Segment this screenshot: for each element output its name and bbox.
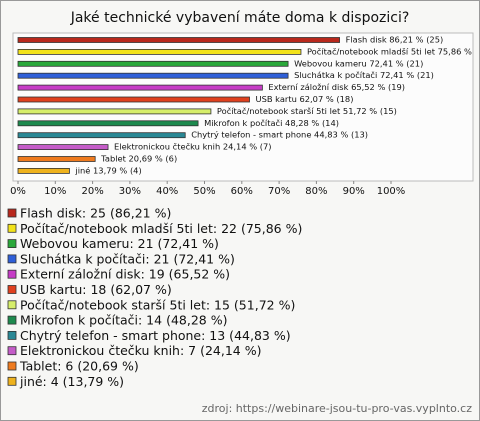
data-label: Elektronickou čtečku knih 24,14 % (7) <box>114 142 271 152</box>
data-label: Tablet 20,69 % (6) <box>100 154 177 164</box>
legend-label: Tablet: 6 (20,69 %) <box>19 359 139 374</box>
bar <box>17 132 186 139</box>
bar <box>17 84 263 91</box>
data-label: Mikrofon k počítači 48,28 % (14) <box>204 118 339 128</box>
legend-swatch <box>7 239 17 249</box>
legend-label: USB kartu: 18 (62,07 %) <box>20 282 172 297</box>
bar <box>17 49 302 55</box>
bar <box>17 167 70 174</box>
x-tick-label: 10% <box>44 186 66 197</box>
data-label: USB kartu 62,07 % (18) <box>256 94 354 104</box>
legend-label: Chytrý telefon - smart phone: 13 (44,83 … <box>20 328 291 343</box>
legend-swatch <box>7 254 17 264</box>
chart-title: Jaké technické vybavení máte doma k disp… <box>70 10 410 26</box>
legend-label: Flash disk: 25 (86,21 %) <box>20 206 171 221</box>
x-tick-label: 80% <box>305 186 327 197</box>
x-tick-label: 20% <box>81 186 103 197</box>
bar <box>17 60 289 67</box>
data-label: Sluchátka k počítači 72,41 % (21) <box>294 70 434 80</box>
legend-label: Mikrofon k počítači: 14 (48,28 %) <box>20 313 227 328</box>
data-label: Počítač/notebook mladší 5ti let 75,86 % … <box>307 46 480 56</box>
x-tick-label: 30% <box>119 186 141 197</box>
bars: Flash disk 86,21 % (25)Počítač/notebook … <box>17 35 480 175</box>
bar <box>17 120 199 127</box>
data-label: Externí záložní disk 65,52 % (19) <box>268 82 405 92</box>
data-label: Webovou kameru 72,41 % (21) <box>294 58 423 68</box>
legend-swatch <box>7 285 17 294</box>
data-label: Chytrý telefon - smart phone 44,83 % (13… <box>191 130 368 140</box>
legend-label: Sluchátka k počítači: 21 (72,41 %) <box>20 251 235 266</box>
data-label: jiné 13,79 % (4) <box>74 165 141 175</box>
x-tick-label: 70% <box>268 186 290 197</box>
legend-label: Externí záložní disk: 19 (65,52 %) <box>20 267 230 282</box>
bar <box>17 144 109 151</box>
data-label: Flash disk 86,21 % (25) <box>346 35 444 45</box>
x-tick-label: 50% <box>193 186 215 197</box>
legend-swatch <box>7 208 17 218</box>
legend-label: Počítač/notebook starší 5ti let: 15 (51,… <box>20 297 295 312</box>
data-label: Počítač/notebook starší 5ti let 51,72 % … <box>217 106 397 116</box>
x-tick-label: 100% <box>377 186 406 197</box>
bar <box>17 96 250 103</box>
x-tick-label: 90% <box>343 186 365 197</box>
legend-swatch <box>7 376 17 386</box>
legend-swatch <box>7 361 17 371</box>
legend-swatch <box>7 315 17 325</box>
legend-label: Elektronickou čtečku knih: 7 (24,14 %) <box>20 343 261 358</box>
legend-label: Počítač/notebook mladší 5ti let: 22 (75,… <box>20 221 302 236</box>
legend-label: jiné: 4 (13,79 %) <box>19 374 124 389</box>
legend-label: Webovou kameru: 21 (72,41 %) <box>20 236 219 251</box>
legend-swatch <box>7 300 17 310</box>
bar <box>17 37 340 43</box>
x-tick-label: 40% <box>156 186 178 197</box>
legend-swatch <box>7 346 17 356</box>
legend-swatch <box>7 269 17 279</box>
bar <box>17 156 96 162</box>
legend-swatch <box>7 223 17 233</box>
legend-swatch <box>7 330 17 340</box>
bar <box>17 72 289 79</box>
x-tick-label: 0% <box>10 186 26 197</box>
bar <box>17 108 212 115</box>
x-tick-label: 60% <box>231 186 253 197</box>
source: zdroj: https://webinare-jsou-tu-pro-vas.… <box>202 402 472 415</box>
